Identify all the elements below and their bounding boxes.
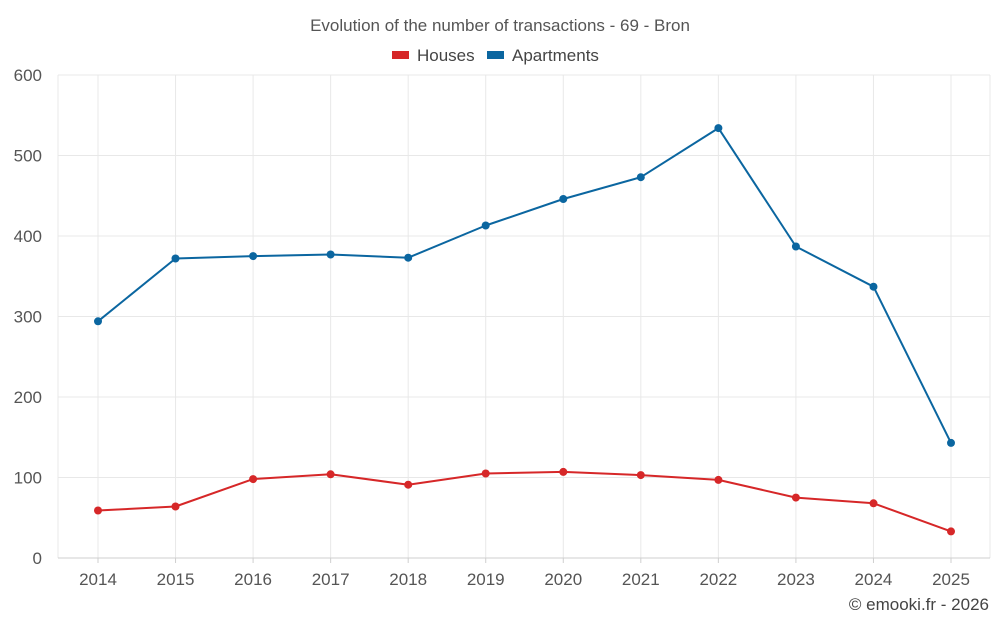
data-point-apartments[interactable] — [404, 253, 413, 262]
series-line-houses — [97, 470, 952, 533]
data-point-apartments[interactable] — [869, 282, 878, 291]
data-point-houses[interactable] — [869, 499, 878, 508]
data-point-houses[interactable] — [714, 475, 723, 484]
data-point-apartments[interactable] — [249, 252, 258, 261]
data-point-apartments[interactable] — [714, 124, 723, 133]
data-point-apartments[interactable] — [636, 173, 645, 182]
x-tick-label: 2016 — [234, 570, 272, 589]
data-point-houses[interactable] — [791, 493, 800, 502]
data-point-apartments[interactable] — [559, 195, 568, 203]
data-point-apartments[interactable] — [791, 242, 800, 251]
x-tick-label: 2022 — [699, 570, 737, 589]
data-point-houses[interactable] — [404, 480, 413, 489]
legend-swatch-apartments — [487, 51, 504, 59]
legend-swatch-houses — [392, 51, 409, 59]
x-tick-label: 2015 — [157, 570, 195, 589]
data-point-houses[interactable] — [171, 502, 180, 511]
x-tick-label: 2025 — [932, 570, 970, 589]
data-point-apartments[interactable] — [481, 221, 490, 230]
x-tick-label: 2023 — [777, 570, 815, 589]
y-tick-label: 200 — [14, 388, 42, 407]
data-point-houses[interactable] — [94, 506, 102, 515]
chart-title: Evolution of the number of transactions … — [310, 16, 690, 35]
y-tick-label: 400 — [14, 227, 42, 246]
x-tick-label: 2020 — [544, 570, 582, 589]
series-line-apartments — [97, 127, 952, 444]
y-tick-label: 500 — [14, 147, 42, 166]
series — [94, 124, 955, 536]
credit-text: © emooki.fr - 2026 — [849, 595, 989, 614]
y-tick-label: 600 — [14, 66, 42, 85]
y-tick-label: 300 — [14, 308, 42, 327]
data-point-houses[interactable] — [559, 467, 568, 476]
y-tick-label: 0 — [33, 549, 42, 568]
x-tick-label: 2024 — [855, 570, 893, 589]
x-tick-label: 2014 — [79, 570, 117, 589]
data-point-houses[interactable] — [636, 471, 645, 480]
axes: 0 100 200 300 400 500 600 2014 2015 2016 2017 2018 2… — [14, 66, 990, 589]
data-point-apartments[interactable] — [326, 250, 335, 259]
x-tick-label: 2017 — [312, 570, 350, 589]
data-point-apartments[interactable] — [171, 254, 180, 263]
data-point-houses[interactable] — [326, 470, 335, 479]
y-tick-label: 100 — [14, 469, 42, 488]
data-point-apartments[interactable] — [947, 438, 955, 447]
data-point-apartments[interactable] — [94, 317, 102, 326]
legend[interactable]: Houses Apartments — [392, 46, 599, 65]
x-tick-label: 2018 — [389, 570, 427, 589]
x-tick-label: 2021 — [622, 570, 660, 589]
data-point-houses[interactable] — [481, 469, 490, 478]
data-point-houses[interactable] — [249, 475, 258, 484]
legend-label-houses[interactable]: Houses — [417, 46, 475, 65]
gridlines — [57, 74, 991, 558]
legend-label-apartments[interactable]: Apartments — [512, 46, 599, 65]
x-tick-label: 2019 — [467, 570, 505, 589]
data-point-houses[interactable] — [947, 527, 955, 536]
